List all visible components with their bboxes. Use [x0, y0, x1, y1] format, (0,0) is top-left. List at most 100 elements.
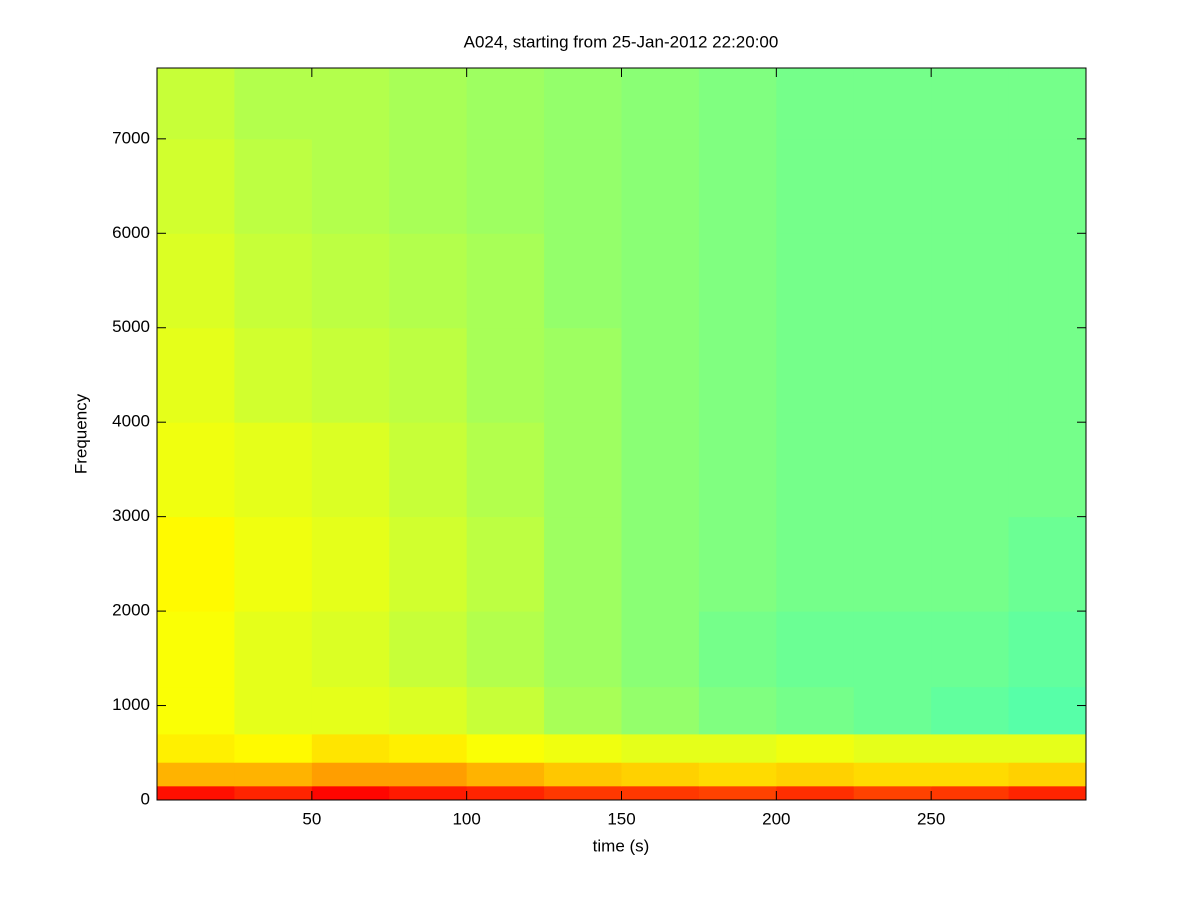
- heatmap-cell: [853, 138, 932, 234]
- heatmap-cell: [1008, 138, 1087, 234]
- heatmap-cell: [389, 422, 468, 518]
- heatmap-cell: [621, 611, 700, 688]
- heatmap-cell: [931, 327, 1010, 423]
- heatmap-cell: [389, 762, 468, 787]
- heatmap-cell: [544, 785, 622, 801]
- heatmap-cell: [853, 68, 932, 140]
- heatmap-cell: [698, 611, 777, 688]
- y-tick-label: 3000: [112, 506, 150, 525]
- heatmap-cell: [1008, 733, 1087, 763]
- heatmap-cell: [931, 422, 1010, 518]
- heatmap-cell: [698, 422, 777, 518]
- heatmap-cell: [776, 422, 855, 518]
- heatmap-cell: [621, 516, 700, 612]
- heatmap-cell: [621, 138, 700, 234]
- heatmap-cell: [157, 686, 235, 735]
- heatmap-cell: [234, 422, 313, 518]
- heatmap-cell: [157, 327, 235, 423]
- heatmap-cell: [776, 762, 855, 787]
- heatmap-cell: [776, 611, 855, 688]
- chart-title: A024, starting from 25-Jan-2012 22:20:00: [464, 32, 779, 51]
- heatmap-cell: [853, 762, 932, 787]
- heatmap-cell: [234, 138, 313, 234]
- heatmap-cell: [311, 422, 390, 518]
- y-axis-label: Frequency: [71, 393, 90, 474]
- y-tick-label: 0: [141, 789, 150, 808]
- heatmap-cell: [931, 611, 1010, 688]
- heatmap-cell: [544, 611, 622, 688]
- heatmap-cell: [544, 733, 622, 763]
- heatmap-cell: [698, 785, 777, 801]
- heatmap-cell: [234, 686, 313, 735]
- heatmap-cell: [853, 785, 932, 801]
- heatmap-cell: [157, 516, 235, 612]
- heatmap-cell: [311, 327, 390, 423]
- heatmap-cell: [466, 733, 545, 763]
- heatmap-cell: [157, 762, 235, 787]
- heatmap-cell: [931, 762, 1010, 787]
- heatmap-cell: [853, 686, 932, 735]
- heatmap-cell: [544, 516, 622, 612]
- heatmap-cell: [1008, 762, 1087, 787]
- heatmap-cell: [621, 733, 700, 763]
- heatmap-cell: [544, 422, 622, 518]
- heatmap-cell: [389, 138, 468, 234]
- heatmap-cell: [621, 233, 700, 329]
- heatmap-cell: [157, 422, 235, 518]
- heatmap-cell: [776, 327, 855, 423]
- heatmap-cell: [698, 327, 777, 423]
- x-axis-label: time (s): [593, 836, 650, 855]
- heatmap-cell: [776, 785, 855, 801]
- y-tick-label: 4000: [112, 412, 150, 431]
- heatmap-cell: [621, 785, 700, 801]
- heatmap-cell: [311, 611, 390, 688]
- heatmap-cell: [389, 233, 468, 329]
- heatmap-cell: [311, 138, 390, 234]
- heatmap-cell: [466, 785, 545, 801]
- heatmap-cell: [311, 68, 390, 140]
- heatmap-cell: [1008, 68, 1087, 140]
- heatmap-cell: [389, 733, 468, 763]
- heatmap-cell: [466, 327, 545, 423]
- heatmap-cell: [466, 611, 545, 688]
- heatmap-cell: [931, 733, 1010, 763]
- heatmap: [157, 68, 1087, 801]
- heatmap-cell: [466, 233, 545, 329]
- x-tick-label: 200: [762, 809, 790, 828]
- heatmap-cell: [1008, 233, 1087, 329]
- heatmap-cell: [1008, 611, 1087, 688]
- heatmap-cell: [621, 68, 700, 140]
- heatmap-cell: [853, 516, 932, 612]
- heatmap-cell: [931, 138, 1010, 234]
- heatmap-cell: [931, 68, 1010, 140]
- heatmap-cell: [389, 785, 468, 801]
- heatmap-cell: [544, 327, 622, 423]
- x-tick-label: 50: [302, 809, 321, 828]
- heatmap-cell: [1008, 516, 1087, 612]
- heatmap-cell: [776, 233, 855, 329]
- heatmap-cell: [466, 686, 545, 735]
- heatmap-cell: [466, 516, 545, 612]
- heatmap-cell: [389, 68, 468, 140]
- heatmap-cell: [234, 733, 313, 763]
- heatmap-cell: [621, 762, 700, 787]
- heatmap-cell: [1008, 422, 1087, 518]
- heatmap-cell: [311, 233, 390, 329]
- heatmap-cell: [698, 233, 777, 329]
- heatmap-cell: [853, 422, 932, 518]
- y-tick-label: 6000: [112, 223, 150, 242]
- y-tick-label: 5000: [112, 317, 150, 336]
- y-tick-label: 2000: [112, 601, 150, 620]
- heatmap-cell: [853, 327, 932, 423]
- heatmap-cell: [698, 68, 777, 140]
- heatmap-cell: [853, 733, 932, 763]
- heatmap-cell: [776, 686, 855, 735]
- heatmap-cell: [1008, 785, 1087, 801]
- x-tick-label: 100: [452, 809, 480, 828]
- heatmap-cell: [389, 686, 468, 735]
- heatmap-cell: [234, 785, 313, 801]
- heatmap-cell: [234, 233, 313, 329]
- heatmap-cell: [234, 327, 313, 423]
